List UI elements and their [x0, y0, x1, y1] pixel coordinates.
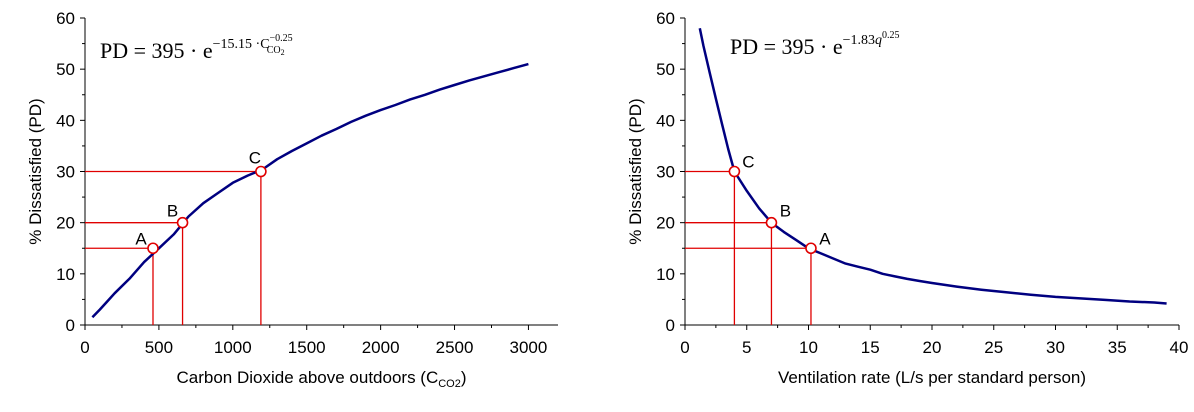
y-axis-title: % Dissatisfied (PD) — [26, 98, 45, 244]
formula-lhs: PD — [730, 34, 758, 59]
x-tick-label: 35 — [1108, 338, 1127, 357]
x-tick-label: 25 — [984, 338, 1003, 357]
co2-chart: 0 10 20 30 40 50 60 0 500 1000 1500 2000 2500 3000 % D… — [0, 0, 597, 407]
y-tick-label: 10 — [56, 265, 75, 284]
y-tick-label: 0 — [66, 316, 75, 335]
formula-dot: · — [820, 34, 827, 59]
x-tick-label: 5 — [742, 338, 751, 357]
point-label-b: B — [780, 202, 791, 221]
formula-equals: = — [134, 38, 146, 63]
x-tick-label: 2500 — [436, 338, 474, 357]
point-label-c: C — [249, 149, 261, 168]
x-tick-label: 15 — [861, 338, 880, 357]
formula-exponent: −15.15 ·C — [213, 37, 270, 52]
point-marker-a — [147, 242, 159, 255]
point-label-b: B — [167, 202, 178, 221]
x-tick-label: 30 — [1046, 338, 1065, 357]
x-tick-label: 0 — [680, 338, 689, 357]
y-axis-title: % Dissatisfied (PD) — [626, 98, 645, 244]
co2-chart-svg: 0 10 20 30 40 50 60 0 500 1000 1500 2000 2500 3000 % D… — [26, 9, 558, 390]
point-marker-c — [255, 165, 267, 178]
formula-exponent-subscript2: 2 — [281, 48, 285, 57]
y-tick-label: 60 — [56, 9, 75, 28]
x-tick-label: 500 — [145, 338, 173, 357]
x-tick-label: 1500 — [288, 338, 326, 357]
x-tick-label: 3000 — [510, 338, 548, 357]
y-tick-label: 40 — [656, 111, 675, 130]
y-tick-label: 40 — [56, 111, 75, 130]
x-tick-label: 40 — [1170, 338, 1189, 357]
formula-equals: = — [764, 34, 776, 59]
ventilation-chart-svg: 0 10 20 30 40 50 60 0 5 10 15 20 25 30 35 40 % Dissatisf… — [626, 9, 1189, 387]
x-tick-label: 0 — [80, 338, 89, 357]
formula-base: e — [833, 34, 843, 59]
pd-curve — [698, 27, 1167, 305]
x-axis-title-main: Ventilation rate (L/s per standard perso… — [778, 368, 1086, 387]
point-marker-c — [728, 165, 741, 178]
formula-exponent-variable: q — [875, 33, 882, 48]
point-marker-b — [765, 216, 778, 229]
formula-exponent: −1.83 — [843, 33, 875, 48]
y-tick-label: 20 — [56, 214, 75, 233]
y-tick-label: 30 — [56, 163, 75, 182]
y-tick-label: 50 — [656, 60, 675, 79]
x-tick-label: 20 — [923, 338, 942, 357]
formula-lhs: PD — [100, 38, 128, 63]
formula-base: e — [203, 38, 213, 63]
x-axis-title-sub: CO2 — [438, 378, 461, 390]
formula-exponent-subscript: CO — [267, 45, 281, 56]
x-tick-label: 10 — [799, 338, 818, 357]
point-label-a: A — [135, 229, 147, 248]
formula: PD = 395 · e−15.15 ·C−0.25 CO2 — [100, 33, 293, 63]
formula-coefficient: 395 — [152, 38, 185, 63]
formula-exponent-power: 0.25 — [882, 30, 900, 41]
x-axis-title-end: ) — [461, 368, 467, 387]
x-axis-title-main: Carbon Dioxide above outdoors (C — [176, 368, 438, 387]
y-tick-label: 20 — [656, 214, 675, 233]
point-label-a: A — [819, 229, 831, 248]
point-marker-b — [176, 216, 189, 229]
y-tick-label: 10 — [656, 265, 675, 284]
pd-curve — [91, 62, 529, 319]
formula-coefficient: 395 — [782, 34, 815, 59]
ventilation-chart: 0 10 20 30 40 50 60 0 5 10 15 20 25 30 35 40 % Dissatisf… — [597, 0, 1194, 407]
x-axis-title: Carbon Dioxide above outdoors (CCO2) — [176, 368, 466, 390]
x-tick-label: 1000 — [214, 338, 252, 357]
y-tick-label: 50 — [56, 60, 75, 79]
point-label-c: C — [742, 153, 754, 172]
y-tick-label: 30 — [656, 163, 675, 182]
x-tick-label: 2000 — [362, 338, 400, 357]
point-marker-a — [805, 242, 817, 255]
y-tick-label: 0 — [666, 316, 675, 335]
y-tick-label: 60 — [656, 9, 675, 28]
formula-exponent-power: −0.25 — [270, 33, 293, 44]
formula-dot: · — [190, 38, 197, 63]
x-axis-title: Ventilation rate (L/s per standard perso… — [778, 368, 1086, 387]
formula: PD = 395 · e−1.83q0.25 — [730, 30, 900, 59]
